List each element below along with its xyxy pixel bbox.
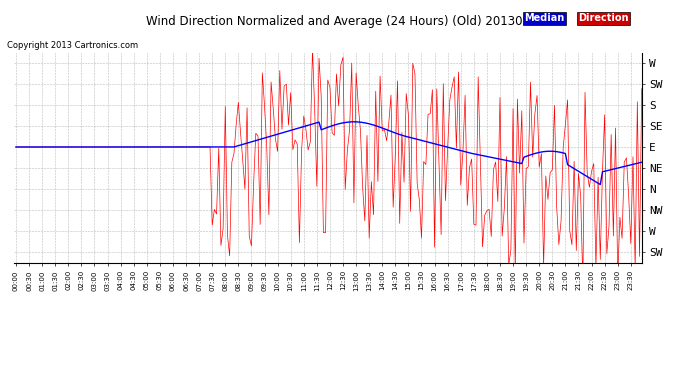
Text: Direction: Direction [578, 13, 629, 23]
Text: Median: Median [524, 13, 564, 23]
Text: Copyright 2013 Cartronics.com: Copyright 2013 Cartronics.com [7, 41, 138, 50]
Text: Wind Direction Normalized and Average (24 Hours) (Old) 20130526: Wind Direction Normalized and Average (2… [146, 15, 544, 28]
